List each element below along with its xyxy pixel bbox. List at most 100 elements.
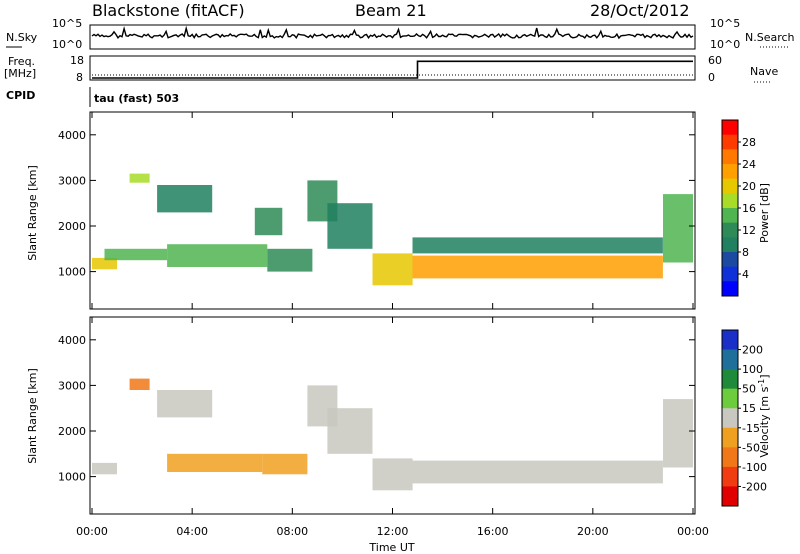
x-tick-label: 20:00 bbox=[577, 525, 609, 538]
x-tick-label: 04:00 bbox=[176, 525, 208, 538]
echo-region bbox=[104, 248, 168, 261]
freq-label-line2: [MHz] bbox=[4, 67, 36, 80]
xaxis-label: Time UT bbox=[368, 541, 414, 554]
freq-tick-top: 18 bbox=[70, 54, 84, 67]
colorbar-swatch bbox=[722, 281, 738, 297]
colorbar-swatch bbox=[722, 193, 738, 209]
echo-region bbox=[372, 253, 413, 286]
velocity-colorbar-label-main: Velocity [m s bbox=[758, 386, 771, 457]
echo-region bbox=[663, 194, 693, 263]
nsearch-label: N.Search bbox=[745, 31, 795, 44]
power-yticks: 1000 2000 3000 4000 bbox=[58, 129, 695, 279]
velocity-colorbar-label-sup: -1 bbox=[757, 379, 766, 387]
colorbar-tick-label: 8 bbox=[742, 246, 749, 259]
velocity-echoes bbox=[92, 378, 693, 491]
colorbar-tick-label: 20 bbox=[742, 180, 756, 193]
colorbar-swatch bbox=[722, 466, 738, 487]
colorbar-tick-label: 24 bbox=[742, 158, 756, 171]
colorbar-swatch bbox=[722, 266, 738, 282]
echo-region bbox=[167, 453, 263, 472]
power-echoes bbox=[92, 173, 693, 286]
colorbar-swatch bbox=[722, 486, 738, 507]
y-tick-label: 3000 bbox=[58, 379, 86, 392]
colorbar-swatch bbox=[722, 349, 738, 370]
velocity-ylabel: Slant Range [km] bbox=[26, 368, 39, 464]
colorbar-swatch bbox=[722, 237, 738, 253]
echo-region bbox=[412, 255, 663, 279]
noise-tick-top: 10^5 bbox=[52, 17, 82, 30]
x-tick-label: 16:00 bbox=[477, 525, 509, 538]
colorbar-tick-label: 15 bbox=[742, 402, 756, 415]
echo-region bbox=[129, 378, 150, 390]
echo-region bbox=[327, 203, 373, 249]
echo-region bbox=[157, 185, 213, 213]
colorbar-tick-label: -15 bbox=[742, 422, 760, 435]
nave-tick-bottom: 0 bbox=[708, 71, 715, 84]
colorbar-swatch bbox=[722, 369, 738, 390]
colorbar-swatch bbox=[722, 252, 738, 268]
y-tick-label: 4000 bbox=[58, 129, 86, 142]
noise-tick-bottom: 10^0 bbox=[52, 38, 82, 51]
nave-label: Nave bbox=[750, 65, 778, 78]
beam-title: Beam 21 bbox=[355, 1, 427, 20]
noise-panel: N.Sky 10^5 10^0 10^5 10^0 N.Search bbox=[6, 17, 795, 51]
colorbar-swatch bbox=[722, 120, 738, 136]
colorbar-tick-label: 16 bbox=[742, 202, 756, 215]
colorbar-swatch bbox=[722, 427, 738, 448]
nave-tick-top: 60 bbox=[708, 54, 722, 67]
colorbar-tick-label: 28 bbox=[742, 136, 756, 149]
echo-region bbox=[262, 453, 308, 475]
colorbar-tick-label: 100 bbox=[742, 363, 763, 376]
echo-region bbox=[372, 458, 413, 491]
power-panel: 1000 2000 3000 4000 Slant Range [km] bbox=[26, 111, 696, 310]
noise-tick-top-right: 10^5 bbox=[710, 17, 740, 30]
colorbar-swatch bbox=[722, 178, 738, 194]
station-title: Blackstone (fitACF) bbox=[92, 1, 245, 20]
colorbar-tick-label: 200 bbox=[742, 344, 763, 357]
colorbar-swatch bbox=[722, 330, 738, 351]
power-colorbar: 28 24 20 16 12 8 4 bbox=[721, 119, 756, 297]
x-tick-label: 00:00 bbox=[677, 525, 709, 538]
colorbar-swatch bbox=[722, 164, 738, 180]
time-axis: 00:00 04:00 08:00 12:00 16:00 20:00 00:00 bbox=[76, 112, 709, 538]
x-tick-label: 12:00 bbox=[377, 525, 409, 538]
colorbar-tick-label: 50 bbox=[742, 383, 756, 396]
nsky-line bbox=[91, 25, 694, 40]
echo-region bbox=[254, 207, 283, 236]
y-tick-label: 1000 bbox=[58, 266, 86, 279]
x-tick-label: 08:00 bbox=[276, 525, 308, 538]
echo-region bbox=[92, 257, 117, 270]
freq-panel-frame bbox=[89, 55, 696, 81]
colorbar-swatch bbox=[722, 134, 738, 150]
colorbar-swatch bbox=[722, 149, 738, 165]
echo-region bbox=[412, 237, 663, 254]
colorbar-tick-label: 4 bbox=[742, 268, 749, 281]
y-tick-label: 3000 bbox=[58, 174, 86, 187]
freq-tick-bottom: 8 bbox=[76, 71, 83, 84]
colorbar-frame bbox=[721, 329, 739, 507]
y-tick-label: 2000 bbox=[58, 220, 86, 233]
velocity-colorbar: 200 100 50 15 -15 -50 -100 -200 bbox=[721, 329, 767, 507]
colorbar-swatch bbox=[722, 447, 738, 468]
y-tick-label: 2000 bbox=[58, 425, 86, 438]
power-ylabel: Slant Range [km] bbox=[26, 165, 39, 261]
colorbar-swatch bbox=[722, 388, 738, 409]
cpid-label: CPID bbox=[6, 89, 35, 102]
colorbar-tick-label: -100 bbox=[742, 461, 767, 474]
echo-region bbox=[129, 173, 150, 183]
echo-region bbox=[327, 408, 373, 454]
date-title: 28/Oct/2012 bbox=[590, 1, 690, 20]
velocity-colorbar-label-close: ] bbox=[758, 374, 771, 378]
echo-region bbox=[412, 460, 663, 484]
freq-label-line1: Freq. bbox=[8, 55, 35, 68]
noise-panel-frame bbox=[89, 24, 696, 50]
power-colorbar-label: Power [dB] bbox=[758, 183, 771, 243]
echo-region bbox=[157, 390, 213, 418]
velocity-panel: 1000 2000 3000 4000 Slant Range [km] bbox=[26, 316, 696, 515]
colorbar-tick-label: -200 bbox=[742, 480, 767, 493]
y-tick-label: 4000 bbox=[58, 334, 86, 347]
noise-tick-bottom-right: 10^0 bbox=[710, 38, 740, 51]
cpid-text: tau (fast) 503 bbox=[94, 92, 179, 105]
echo-region bbox=[167, 244, 268, 267]
